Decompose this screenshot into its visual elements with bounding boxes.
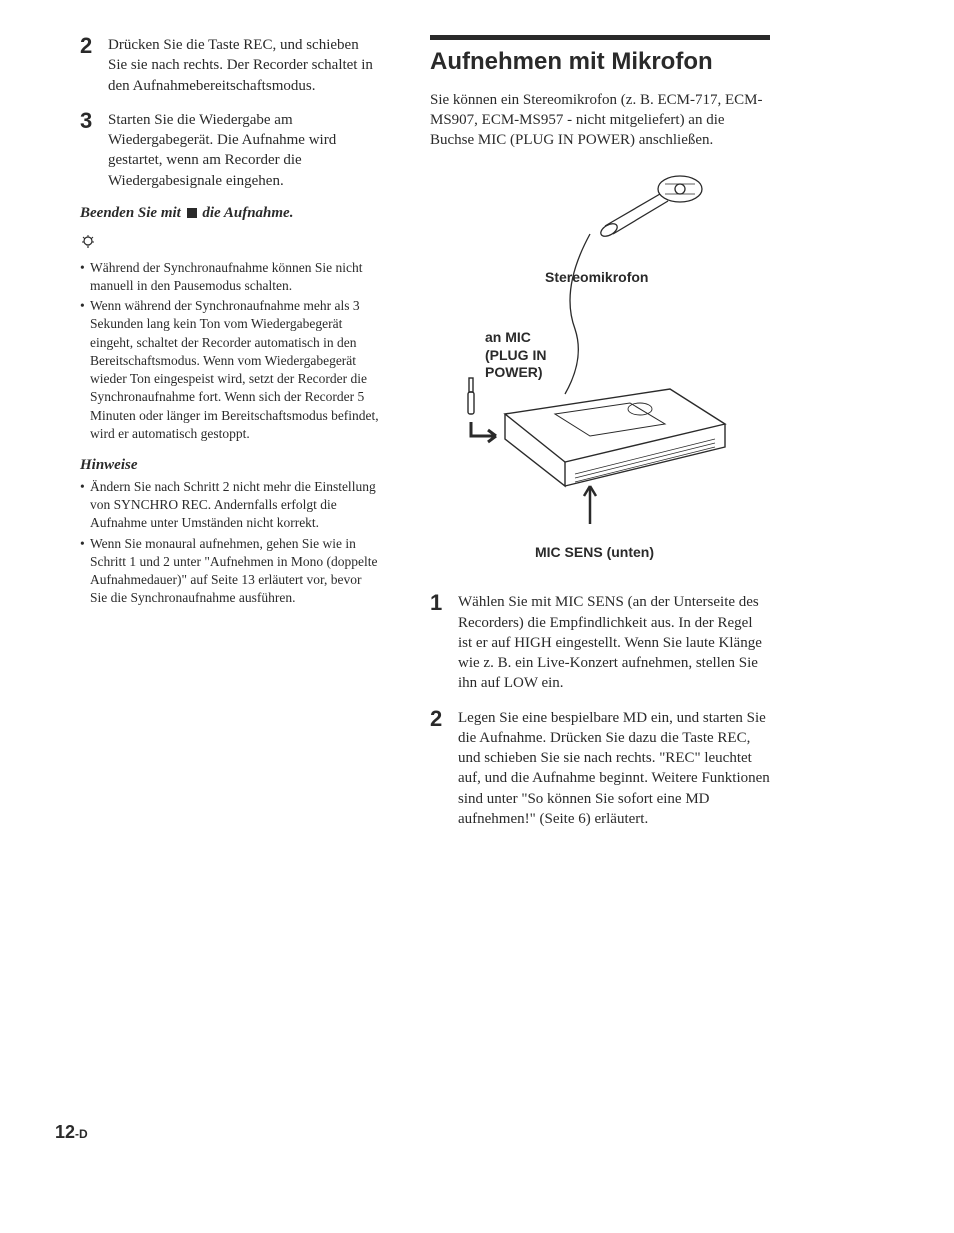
bullet-dot: •: [80, 259, 90, 295]
step-number: 2: [430, 708, 448, 830]
notes-heading: Hinweise: [80, 457, 380, 474]
step-number: 1: [430, 592, 448, 693]
page-num-suffix: -D: [75, 1127, 88, 1141]
tip-item: • Wenn während der Synchronaufnahme mehr…: [80, 297, 380, 443]
notes-list: • Ändern Sie nach Schritt 2 nicht mehr d…: [80, 478, 380, 608]
note-item: • Ändern Sie nach Schritt 2 nicht mehr d…: [80, 478, 380, 533]
tip-text: Während der Synchronaufnahme können Sie …: [90, 259, 380, 295]
stop-text-a: Beenden Sie mit: [80, 205, 181, 221]
step-number: 2: [80, 35, 98, 96]
jack-label-line: (PLUG IN: [485, 347, 546, 365]
section-title: Aufnehmen mit Mikrofon: [430, 48, 770, 76]
section-rule: [430, 35, 770, 40]
mic-label: Stereomikrofon: [545, 269, 648, 287]
step-2-right: 2 Legen Sie eine bespielbare MD ein, und…: [430, 708, 770, 830]
jack-label-line: an MIC: [485, 329, 546, 347]
step-number: 3: [80, 110, 98, 191]
step-text: Wählen Sie mit MIC SENS (an der Untersei…: [458, 592, 770, 693]
page-number: 12-D: [55, 1122, 88, 1143]
tip-item: • Während der Synchronaufnahme können Si…: [80, 259, 380, 295]
step-1-right: 1 Wählen Sie mit MIC SENS (an der Unters…: [430, 592, 770, 693]
note-text: Ändern Sie nach Schritt 2 nicht mehr die…: [90, 478, 380, 533]
step-text: Legen Sie eine bespielbare MD ein, und s…: [458, 708, 770, 830]
sens-label: MIC SENS (unten): [535, 544, 654, 562]
intro-text: Sie können ein Stereomikrofon (z. B. ECM…: [430, 90, 770, 151]
tips-list: • Während der Synchronaufnahme können Si…: [80, 259, 380, 443]
stop-icon: [187, 208, 197, 218]
diagram: Stereomikrofon an MIC (PLUG IN POWER): [430, 164, 770, 574]
note-item: • Wenn Sie monaural aufnehmen, gehen Sie…: [80, 535, 380, 608]
stop-text-b: die Aufnahme.: [202, 205, 293, 221]
bullet-dot: •: [80, 297, 90, 443]
stop-recording-line: Beenden Sie mit die Aufnahme.: [80, 205, 380, 222]
page-num-value: 12: [55, 1122, 75, 1142]
step-text: Starten Sie die Wiedergabe am Wiedergabe…: [108, 110, 380, 191]
step-3-left: 3 Starten Sie die Wiedergabe am Wiederga…: [80, 110, 380, 191]
bullet-dot: •: [80, 478, 90, 533]
tip-icon: [80, 234, 380, 255]
note-text: Wenn Sie monaural aufnehmen, gehen Sie w…: [90, 535, 380, 608]
recorder-illustration: [460, 374, 740, 544]
bullet-dot: •: [80, 535, 90, 608]
step-2-left: 2 Drücken Sie die Taste REC, und schiebe…: [80, 35, 380, 96]
step-text: Drücken Sie die Taste REC, und schieben …: [108, 35, 380, 96]
tip-text: Wenn während der Synchronaufnahme mehr a…: [90, 297, 380, 443]
